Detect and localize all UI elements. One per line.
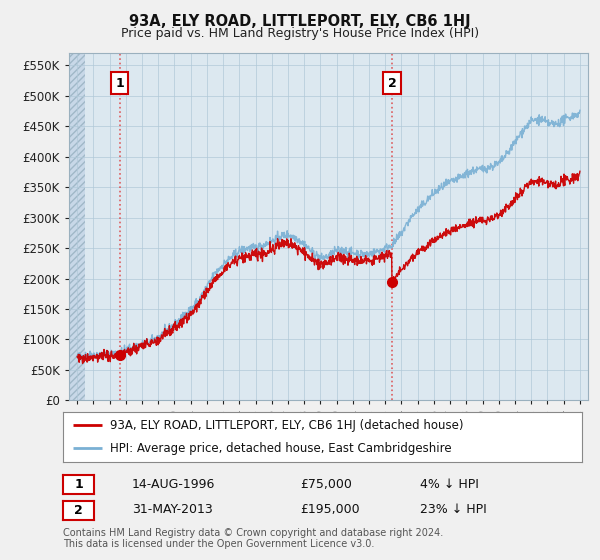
Text: 31-MAY-2013: 31-MAY-2013 (132, 503, 213, 516)
Text: 93A, ELY ROAD, LITTLEPORT, ELY, CB6 1HJ (detached house): 93A, ELY ROAD, LITTLEPORT, ELY, CB6 1HJ … (110, 419, 463, 432)
Text: 14-AUG-1996: 14-AUG-1996 (132, 478, 215, 491)
Text: 4% ↓ HPI: 4% ↓ HPI (420, 478, 479, 491)
Text: Contains HM Land Registry data © Crown copyright and database right 2024.
This d: Contains HM Land Registry data © Crown c… (63, 528, 443, 549)
Text: 2: 2 (74, 503, 83, 517)
Text: £75,000: £75,000 (300, 478, 352, 491)
Text: 1: 1 (74, 478, 83, 492)
Text: 1: 1 (115, 77, 124, 90)
Text: HPI: Average price, detached house, East Cambridgeshire: HPI: Average price, detached house, East… (110, 442, 451, 455)
Text: £195,000: £195,000 (300, 503, 359, 516)
Text: 23% ↓ HPI: 23% ↓ HPI (420, 503, 487, 516)
Text: 93A, ELY ROAD, LITTLEPORT, ELY, CB6 1HJ: 93A, ELY ROAD, LITTLEPORT, ELY, CB6 1HJ (129, 14, 471, 29)
Text: Price paid vs. HM Land Registry's House Price Index (HPI): Price paid vs. HM Land Registry's House … (121, 27, 479, 40)
Text: 2: 2 (388, 77, 396, 90)
